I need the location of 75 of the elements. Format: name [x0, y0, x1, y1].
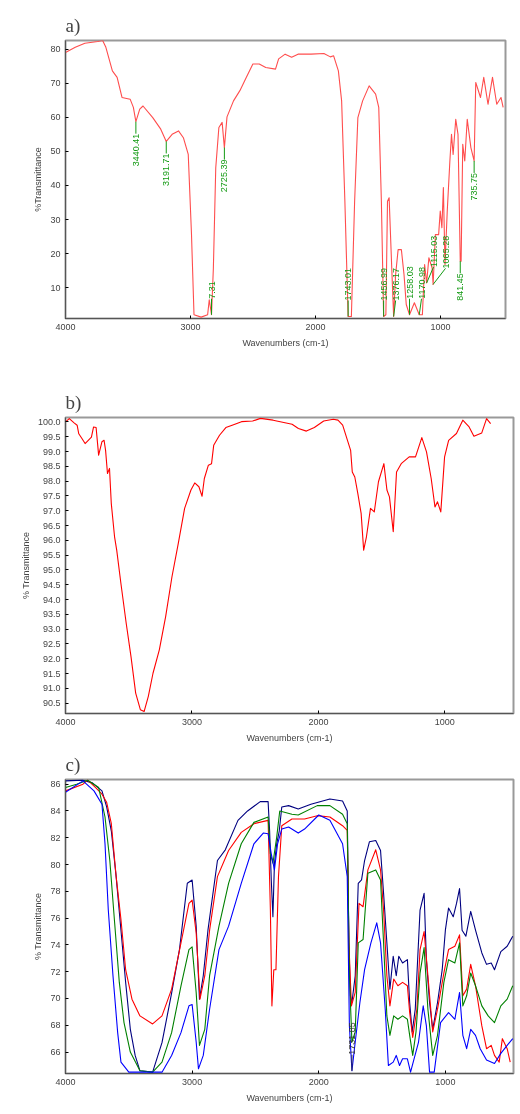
x-axis-title: Wavenumbers (cm-1) [242, 337, 329, 348]
x-tick-label: 2000 [305, 321, 326, 332]
y-tick-label: 97.5 [42, 490, 61, 501]
y-tick-label: 92.5 [42, 638, 61, 649]
y-tick-label: 60 [50, 112, 61, 123]
y-tick-label: 90.5 [42, 698, 61, 709]
y-tick-label: 70 [50, 78, 61, 89]
y-tick-label: 20 [50, 248, 61, 259]
y-tick-label: 30 [50, 214, 61, 225]
x-tick-label: 3000 [182, 1076, 203, 1087]
y-tick-label: 68 [50, 1020, 61, 1031]
y-tick-label: 70 [50, 993, 61, 1004]
x-tick-label: 1000 [430, 321, 451, 332]
x-tick-label: 4000 [55, 321, 76, 332]
y-axis-title: % Transmittance [33, 893, 44, 961]
y-tick-label: 66 [50, 1047, 61, 1058]
y-tick-label: 94.5 [42, 579, 61, 590]
y-tick-label: 72 [50, 966, 61, 977]
y-tick-label: 100.0 [37, 416, 61, 427]
x-tick-label: 1000 [435, 1076, 456, 1087]
y-tick-label: 97.0 [42, 505, 61, 516]
annotation: 1731.85 [346, 1022, 357, 1055]
y-tick-label: 80 [50, 859, 61, 870]
annotation: 841.45 [455, 273, 466, 301]
annotation: 1065.28 [440, 235, 451, 269]
x-tick-label: 2000 [308, 1076, 329, 1087]
y-tick-label: 98.5 [42, 461, 61, 472]
y-tick-label: 84 [50, 805, 61, 816]
x-tick-label: 4000 [55, 1076, 76, 1087]
annotation: 7.31 [206, 281, 217, 299]
y-tick-label: 74 [50, 939, 61, 950]
y-axis-title: %Transmittance [33, 147, 44, 212]
y-tick-label: 76 [50, 913, 61, 924]
annotation: 1376.17 [390, 267, 401, 301]
y-tick-label: 96.0 [42, 535, 61, 546]
annotation: 1456.99 [378, 267, 389, 301]
y-tick-label: 40 [50, 180, 61, 191]
line-series [65, 40, 504, 318]
chart-title: c) [65, 753, 81, 776]
y-tick-label: 91.5 [42, 668, 61, 679]
y-tick-label: 93.5 [42, 609, 61, 620]
y-tick-label: 95.5 [42, 550, 61, 561]
annotation: 3440.41 [130, 133, 141, 167]
y-tick-label: 95.0 [42, 564, 61, 575]
y-tick-label: 99.5 [42, 431, 61, 442]
x-tick-label: 3000 [180, 321, 201, 332]
annotation: 1115.03 [428, 235, 439, 268]
y-tick-label: 91.0 [42, 683, 61, 694]
chart-title: a) [65, 14, 81, 37]
y-tick-label: 94.0 [42, 594, 61, 605]
y-tick-label: 50 [50, 146, 61, 157]
y-axis-title: % Transmittance [20, 532, 31, 600]
y-tick-label: 82 [50, 832, 61, 843]
x-tick-label: 3000 [181, 716, 202, 727]
annotation: 1170.98 [416, 266, 427, 299]
x-tick-label: 2000 [308, 716, 329, 727]
x-tick-label: 4000 [55, 716, 76, 727]
y-tick-label: 98.0 [42, 476, 61, 487]
annotation: 1258.03 [404, 266, 415, 299]
y-tick-label: 99.0 [42, 446, 61, 457]
chart-title: b) [65, 391, 82, 414]
x-axis-title: Wavenumbers (cm-1) [246, 732, 333, 743]
x-axis-title: Wavenumbers (cm-1) [246, 1092, 333, 1103]
y-tick-label: 78 [50, 886, 61, 897]
annotation: 2725.39 [219, 159, 230, 193]
y-tick-label: 93.0 [42, 624, 61, 635]
y-tick-label: 96.5 [42, 520, 61, 531]
y-tick-label: 92.0 [42, 653, 61, 664]
y-tick-label: 86 [50, 779, 61, 790]
y-tick-label: 10 [50, 282, 61, 293]
annotation: 735.75 [469, 172, 480, 201]
x-tick-label: 1000 [434, 716, 455, 727]
y-tick-label: 80 [50, 44, 61, 55]
annotation: 1743.01 [343, 267, 354, 301]
annotation: 3191.71 [161, 153, 172, 186]
